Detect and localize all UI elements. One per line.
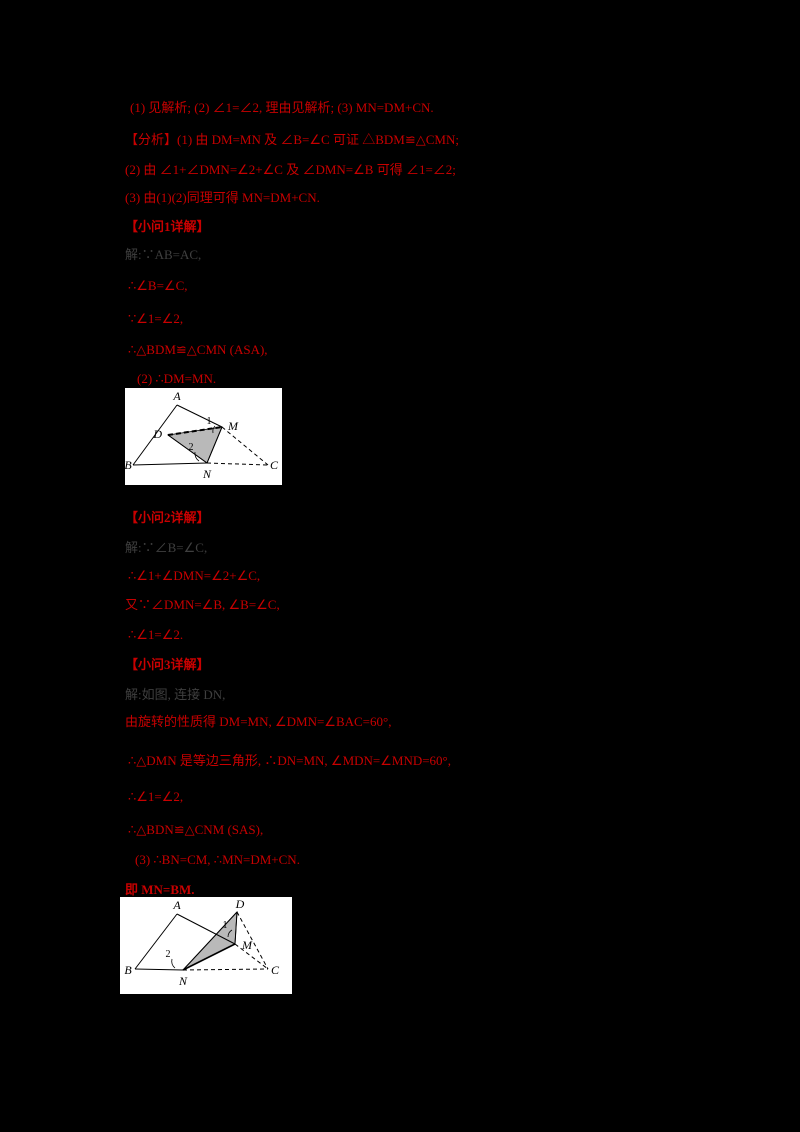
figure-triangle-1: A B C D M N 1 2 (125, 388, 282, 485)
solution-line: ∴∠1+∠DMN=∠2+∠C, (128, 568, 261, 583)
vertex-label-B: B (124, 963, 132, 977)
vertex-label-B: B (125, 458, 132, 472)
solution-line: (1) 见解析; (2) ∠1=∠2, 理由见解析; (3) MN=DM+CN. (130, 100, 434, 115)
solution-line: 解:∵∠B=∠C, (125, 540, 208, 555)
vertex-label-A: A (172, 389, 181, 403)
solution-line: 由旋转的性质得 DM=MN, ∠DMN=∠BAC=60°, (125, 714, 392, 729)
vertex-label-A: A (172, 898, 181, 912)
angle-label-2: 2 (166, 949, 171, 960)
angle-label-1: 1 (207, 416, 212, 427)
vertex-label-N: N (202, 467, 212, 481)
solution-line: 又∵∠DMN=∠B, ∠B=∠C, (125, 597, 280, 612)
solution-line: ∵∠1=∠2, (128, 311, 184, 326)
figure-triangle-2: A D B C N M 1 2 (120, 897, 292, 994)
solution-line: 【分析】(1) 由 DM=MN 及 ∠B=∠C 可证 △BDM≌△CMN; (125, 132, 459, 147)
section-header: 【小问2详解】 (125, 510, 210, 525)
vertex-label-C: C (270, 458, 279, 472)
solution-line: 解:∵AB=AC, (125, 247, 202, 262)
solution-line: 解:如图, 连接 DN, (125, 687, 226, 702)
solution-line: ∴∠B=∠C, (128, 278, 188, 293)
vertex-label-M: M (241, 938, 253, 952)
solution-line: ∴△BDN≌△CNM (SAS), (128, 822, 264, 837)
angle-label-2: 2 (189, 442, 194, 453)
vertex-label-D: D (152, 427, 162, 441)
dashed-segment (167, 426, 223, 436)
solution-line: (2) 由 ∠1+∠DMN=∠2+∠C 及 ∠DMN=∠B 可得 ∠1=∠2; (125, 162, 456, 177)
angle-label-1: 1 (223, 920, 228, 931)
solution-line: ∴∠1=∠2. (128, 627, 184, 642)
solution-line: (3) 由(1)(2)同理可得 MN=DM+CN. (125, 190, 320, 205)
section-header: 【小问1详解】 (125, 219, 210, 234)
section-header: 【小问3详解】 (125, 657, 210, 672)
solution-line: (3) ∴BN=CM, ∴MN=DM+CN. (135, 852, 300, 867)
vertex-label-D: D (235, 897, 245, 911)
solution-line: ∴△DMN 是等边三角形, ∴DN=MN, ∠MDN=∠MND=60°, (128, 753, 452, 768)
solution-line: 即 MN=BM. (125, 882, 195, 897)
vertex-label-N: N (178, 974, 188, 988)
solution-line: ∴△BDM≌△CMN (ASA), (128, 342, 268, 357)
vertex-label-M: M (227, 419, 239, 433)
solution-line: ∴∠1=∠2, (128, 789, 184, 804)
vertex-label-C: C (271, 963, 280, 977)
solution-line: (2) ∴DM=MN. (137, 371, 217, 386)
